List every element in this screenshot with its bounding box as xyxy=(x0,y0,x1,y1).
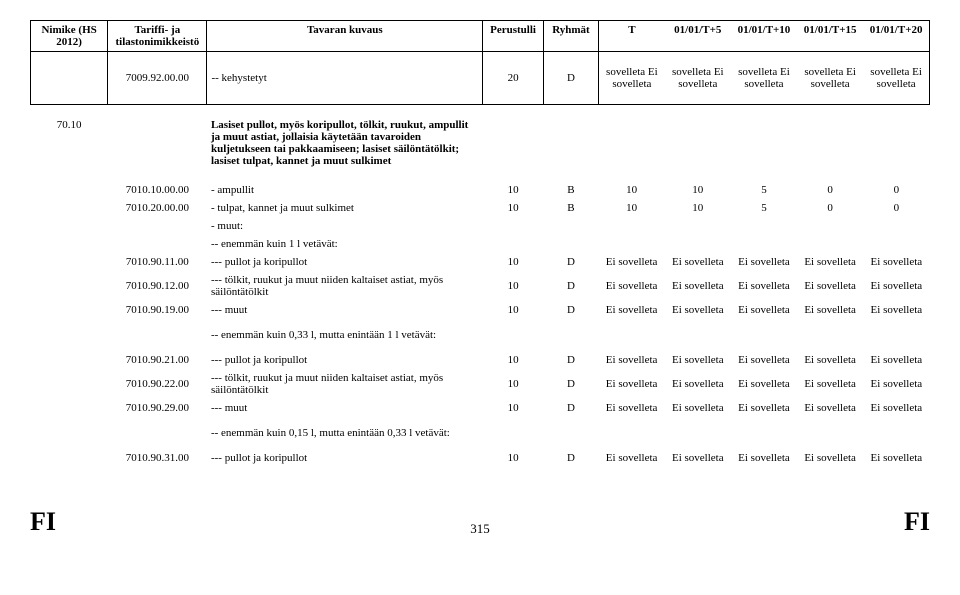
table-row: 7010.90.21.00 --- pullot ja koripullot 1… xyxy=(31,351,930,369)
cell-tilasto: 7010.10.00.00 xyxy=(108,181,207,199)
table-row: 7010.90.29.00 --- muut 10 D Ei sovelleta… xyxy=(31,399,930,417)
col-nimike: Nimike (HS 2012) xyxy=(31,21,108,52)
col-t10: 01/01/T+10 xyxy=(731,21,797,52)
col-t5: 01/01/T+5 xyxy=(665,21,731,52)
cell-t5: sovelleta Ei sovelleta xyxy=(665,52,731,105)
col-tilasto: Tariffi- ja tilastonimikkeistö xyxy=(108,21,207,52)
cell-t15: sovelleta Ei sovelleta xyxy=(797,52,863,105)
group-row: -- enemmän kuin 0,33 l, mutta enintään 1… xyxy=(31,319,930,351)
cell-t10: sovelleta Ei sovelleta xyxy=(731,52,797,105)
table-row: 7010.20.00.00 - tulpat, kannet ja muut s… xyxy=(31,199,930,217)
group-label: -- enemmän kuin 1 l vetävät: xyxy=(207,235,483,253)
cell-kuvaus: - tulpat, kannet ja muut sulkimet xyxy=(207,199,483,217)
table-row: 7010.10.00.00 - ampullit 10 B 10 10 5 0 … xyxy=(31,181,930,199)
col-t: T xyxy=(599,21,665,52)
cell-ryhma: B xyxy=(543,181,598,199)
page-footer: FI 315 FI xyxy=(30,507,930,537)
footer-right: FI xyxy=(904,507,930,537)
tariff-table: Nimike (HS 2012) Tariffi- ja tilastonimi… xyxy=(30,20,930,467)
group-row: - muut: xyxy=(31,217,930,235)
col-perustulli: Perustulli xyxy=(483,21,544,52)
cell-t20: sovelleta Ei sovelleta xyxy=(863,52,929,105)
footer-left: FI xyxy=(30,507,56,537)
cell-ryhma: D xyxy=(543,52,598,105)
group-row: -- enemmän kuin 1 l vetävät: xyxy=(31,235,930,253)
table-row: 7010.90.11.00 --- pullot ja koripullot 1… xyxy=(31,253,930,271)
section-title: Lasiset pullot, myös koripullot, tölkit,… xyxy=(207,105,483,182)
cell-t: sovelleta Ei sovelleta xyxy=(599,52,665,105)
col-ryhmat: Ryhmät xyxy=(543,21,598,52)
table-row: 7010.90.31.00 --- pullot ja koripullot 1… xyxy=(31,449,930,467)
footer-page: 315 xyxy=(470,521,490,537)
table-row: 7009.92.00.00 -- kehystetyt 20 D sovelle… xyxy=(31,52,930,105)
cell-perus: 20 xyxy=(483,52,544,105)
cell-tilasto: 7009.92.00.00 xyxy=(108,52,207,105)
group-row: -- enemmän kuin 0,15 l, mutta enintään 0… xyxy=(31,417,930,449)
cell-tilasto: 7010.20.00.00 xyxy=(108,199,207,217)
col-kuvaus: Tavaran kuvaus xyxy=(207,21,483,52)
table-header-row: Nimike (HS 2012) Tariffi- ja tilastonimi… xyxy=(31,21,930,52)
table-row: 7010.90.22.00 --- tölkit, ruukut ja muut… xyxy=(31,369,930,399)
cell-perus: 10 xyxy=(483,181,544,199)
cell-kuvaus: -- kehystetyt xyxy=(207,52,483,105)
cell-kuvaus: - ampullit xyxy=(207,181,483,199)
cell-nimike: 70.10 xyxy=(31,105,108,182)
group-label: - muut: xyxy=(207,217,483,235)
col-t15: 01/01/T+15 xyxy=(797,21,863,52)
section-row: 70.10 Lasiset pullot, myös koripullot, t… xyxy=(31,105,930,182)
col-t20: 01/01/T+20 xyxy=(863,21,929,52)
table-row: 7010.90.12.00 --- tölkit, ruukut ja muut… xyxy=(31,271,930,301)
table-row: 7010.90.19.00 --- muut 10 D Ei sovelleta… xyxy=(31,301,930,319)
